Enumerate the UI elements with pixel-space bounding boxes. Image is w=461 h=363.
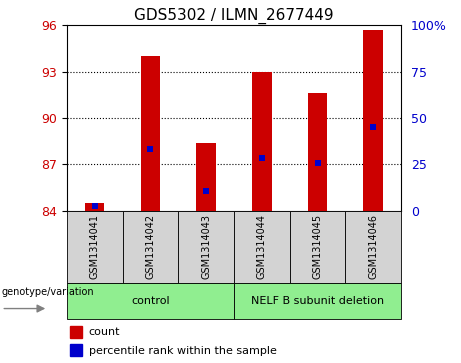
Bar (70, 326, 82, 338)
Bar (123, 211, 178, 283)
Title: GDS5302 / ILMN_2677449: GDS5302 / ILMN_2677449 (134, 8, 334, 24)
Bar (67, 211, 123, 283)
Text: count: count (89, 327, 120, 337)
Text: GSM1314046: GSM1314046 (368, 214, 378, 280)
Text: percentile rank within the sample: percentile rank within the sample (89, 346, 277, 356)
Text: GSM1314041: GSM1314041 (90, 214, 100, 280)
Text: NELF B subunit deletion: NELF B subunit deletion (251, 296, 384, 306)
Bar (290, 211, 345, 283)
Bar (363, 30, 383, 211)
Bar (196, 143, 216, 211)
Bar (234, 283, 401, 319)
Text: GSM1314043: GSM1314043 (201, 214, 211, 280)
Bar (67, 283, 234, 319)
Text: control: control (131, 296, 170, 306)
Text: genotype/variation: genotype/variation (1, 287, 94, 297)
Bar (252, 72, 272, 211)
Text: GSM1314042: GSM1314042 (145, 214, 155, 280)
Bar (70, 344, 82, 356)
Bar (178, 211, 234, 283)
Text: GSM1314045: GSM1314045 (313, 214, 323, 280)
Bar (141, 56, 160, 211)
Text: GSM1314044: GSM1314044 (257, 214, 267, 280)
Bar (85, 203, 105, 211)
Bar (234, 211, 290, 283)
Bar (345, 211, 401, 283)
Bar (308, 93, 327, 211)
